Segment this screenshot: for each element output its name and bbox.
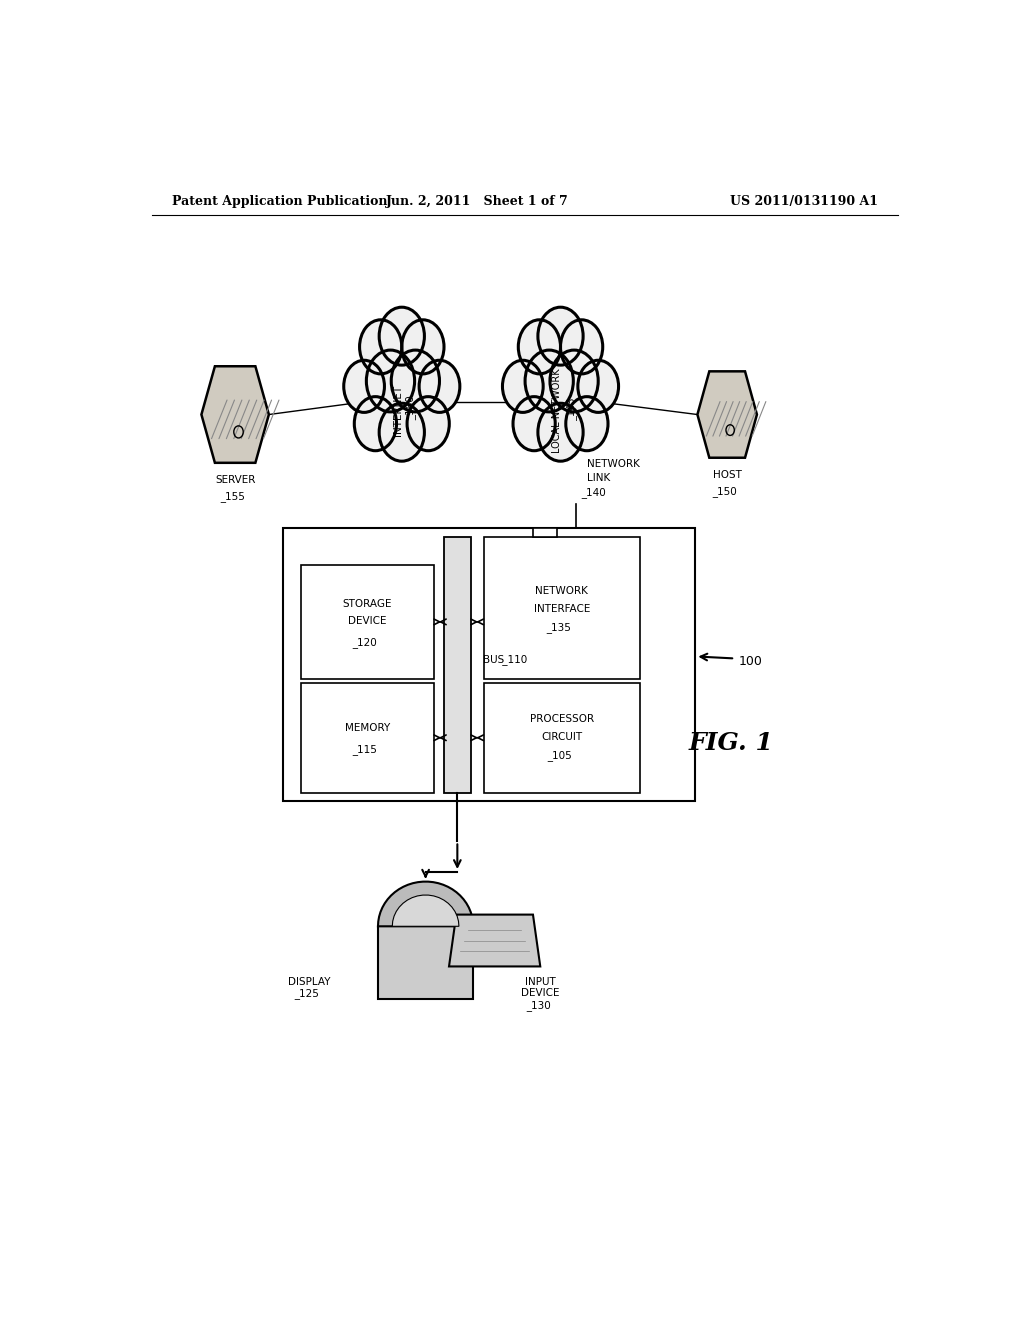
Text: DEVICE: DEVICE: [348, 616, 386, 626]
Circle shape: [401, 319, 444, 374]
Text: ̲105: ̲105: [552, 751, 571, 762]
Polygon shape: [697, 371, 757, 458]
Text: ̲120: ̲120: [357, 636, 377, 648]
Circle shape: [408, 396, 450, 450]
Circle shape: [538, 308, 583, 366]
Circle shape: [367, 350, 415, 412]
FancyBboxPatch shape: [483, 536, 640, 678]
Polygon shape: [392, 895, 459, 927]
Polygon shape: [449, 915, 541, 966]
Text: STORAGE: STORAGE: [342, 598, 392, 609]
Circle shape: [379, 308, 424, 366]
Text: FIG. 1: FIG. 1: [689, 731, 773, 755]
Text: ̲135: ̲135: [552, 623, 571, 634]
Text: INTERNET: INTERNET: [393, 385, 402, 436]
Circle shape: [391, 350, 439, 412]
Circle shape: [354, 396, 396, 450]
Text: SERVER: SERVER: [215, 475, 255, 484]
Text: Jun. 2, 2011   Sheet 1 of 7: Jun. 2, 2011 Sheet 1 of 7: [386, 194, 568, 207]
Text: NETWORK: NETWORK: [536, 586, 588, 597]
Text: ̲115: ̲115: [357, 744, 377, 755]
Text: PROCESSOR: PROCESSOR: [529, 714, 594, 725]
Circle shape: [419, 360, 460, 412]
Text: ̲145: ̲145: [571, 401, 582, 420]
FancyBboxPatch shape: [532, 528, 557, 536]
Circle shape: [525, 350, 573, 412]
Text: Patent Application Publication: Patent Application Publication: [172, 194, 387, 207]
Circle shape: [344, 360, 384, 412]
Circle shape: [518, 319, 560, 374]
FancyBboxPatch shape: [443, 536, 471, 792]
Polygon shape: [378, 882, 473, 927]
Circle shape: [566, 396, 608, 450]
Text: HOST: HOST: [713, 470, 741, 480]
Text: BUS ̲110: BUS ̲110: [482, 653, 527, 665]
Circle shape: [560, 319, 603, 374]
Circle shape: [550, 350, 598, 412]
Text: ̲155: ̲155: [225, 491, 245, 502]
Circle shape: [379, 403, 424, 461]
Circle shape: [578, 360, 618, 412]
Text: ̲150: ̲150: [717, 486, 737, 498]
Text: ̲160: ̲160: [411, 400, 422, 420]
Text: CIRCUIT: CIRCUIT: [541, 731, 583, 742]
FancyBboxPatch shape: [483, 682, 640, 792]
Text: DISPLAY
̲125: DISPLAY ̲125: [288, 977, 330, 999]
Text: US 2011/0131190 A1: US 2011/0131190 A1: [730, 194, 878, 207]
Text: INTERFACE: INTERFACE: [534, 603, 590, 614]
FancyBboxPatch shape: [378, 927, 473, 999]
Circle shape: [538, 403, 583, 461]
Text: 100: 100: [739, 655, 763, 668]
Polygon shape: [202, 366, 269, 463]
Text: INPUT
DEVICE
̲130: INPUT DEVICE ̲130: [521, 977, 560, 1011]
Text: NETWORK
LINK
̲140: NETWORK LINK ̲140: [587, 459, 640, 498]
FancyBboxPatch shape: [301, 682, 433, 792]
Text: MEMORY: MEMORY: [345, 722, 390, 733]
Circle shape: [503, 360, 543, 412]
Text: LOCAL NETWORK: LOCAL NETWORK: [552, 368, 561, 453]
FancyBboxPatch shape: [283, 528, 695, 801]
Circle shape: [513, 396, 555, 450]
FancyBboxPatch shape: [301, 565, 433, 678]
Circle shape: [359, 319, 401, 374]
